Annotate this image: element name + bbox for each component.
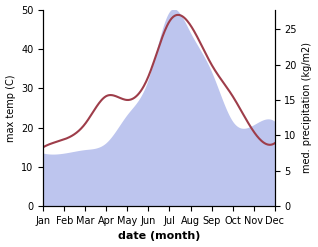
X-axis label: date (month): date (month) [118, 231, 200, 242]
Y-axis label: med. precipitation (kg/m2): med. precipitation (kg/m2) [302, 42, 313, 173]
Y-axis label: max temp (C): max temp (C) [5, 74, 16, 142]
